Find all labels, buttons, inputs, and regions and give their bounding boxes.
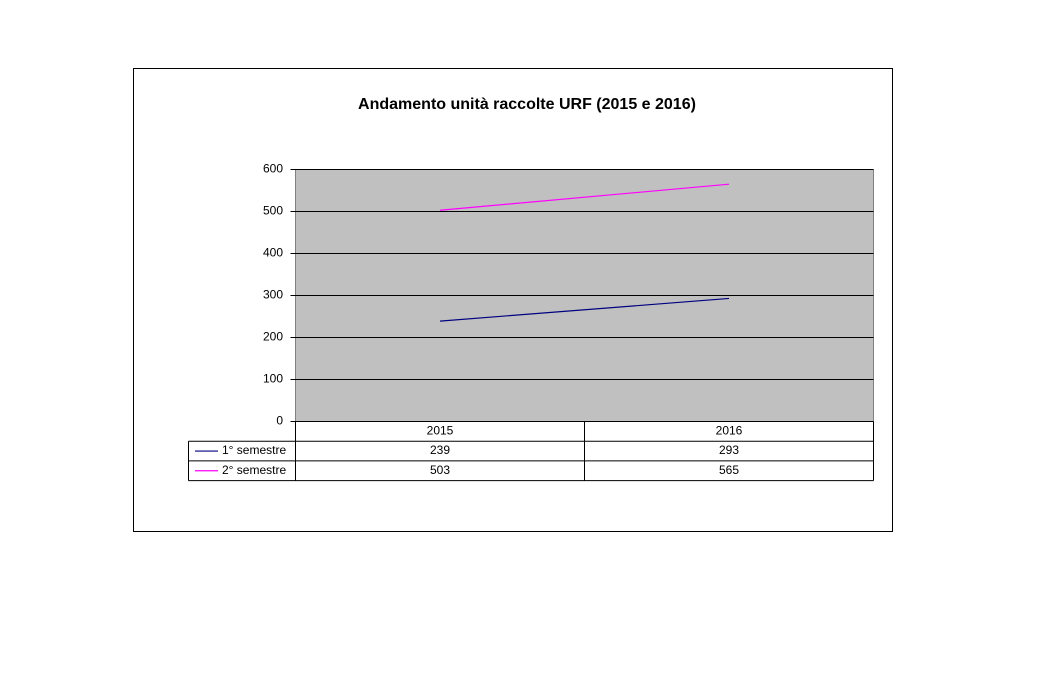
legend-label: 1° semestre	[222, 443, 286, 457]
series-line	[439, 297, 730, 322]
y-tick-label: 600	[263, 162, 283, 176]
table-value: 293	[719, 443, 739, 457]
series-line	[439, 183, 730, 211]
y-tick-label: 100	[263, 372, 283, 386]
y-tick-label: 200	[263, 330, 283, 344]
y-tick-label: 300	[263, 288, 283, 302]
y-tick-label: 400	[263, 246, 283, 260]
x-tick-label: 2015	[427, 424, 454, 438]
table-value: 565	[719, 463, 739, 477]
table-value: 503	[430, 463, 450, 477]
table-value: 239	[430, 443, 450, 457]
x-tick-label: 2016	[716, 424, 743, 438]
legend-label: 2° semestre	[222, 463, 286, 477]
y-tick-label: 0	[276, 414, 283, 428]
y-tick-label: 500	[263, 204, 283, 218]
chart-title: Andamento unità raccolte URF (2015 e 201…	[358, 96, 696, 113]
